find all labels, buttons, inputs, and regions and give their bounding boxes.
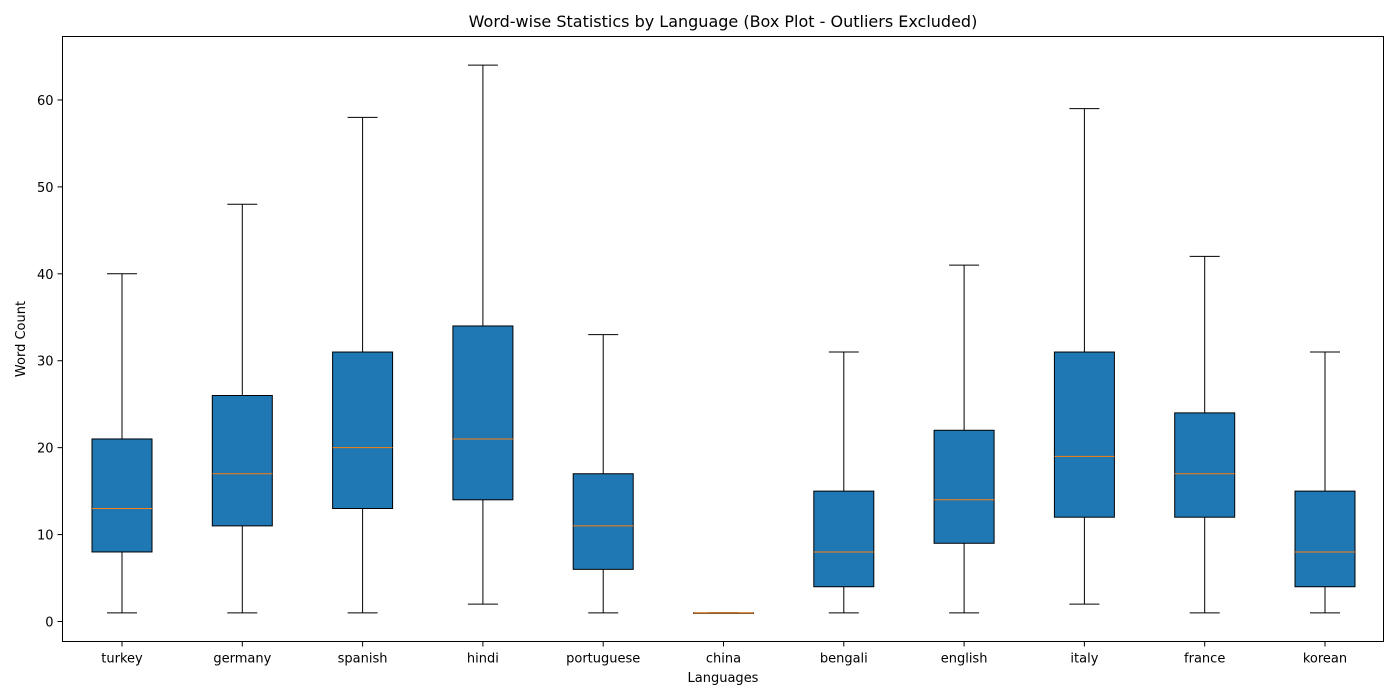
y-tick-label: 20 (37, 442, 54, 457)
box-english (933, 429, 995, 544)
y-tick-label: 10 (37, 529, 54, 544)
y-axis-label: Word Count (14, 301, 29, 377)
x-axis-label: Languages (688, 671, 759, 686)
box-bengali (813, 490, 875, 588)
x-tick-label: korean (1303, 652, 1347, 667)
y-tick-label: 30 (37, 355, 54, 370)
chart-title: Word-wise Statistics by Language (Box Pl… (469, 12, 978, 31)
box-germany (211, 395, 273, 527)
x-tick-label: english (941, 652, 988, 667)
x-tick-label: bengali (820, 652, 868, 667)
box-spanish (332, 351, 394, 510)
box-portuguese (572, 473, 634, 570)
x-tick-label: turkey (101, 652, 143, 667)
x-tick-label: germany (213, 652, 271, 667)
box-france (1174, 412, 1236, 518)
x-tick-label: hindi (467, 652, 499, 667)
x-tick-label: portuguese (566, 652, 640, 667)
x-tick-label: france (1184, 652, 1225, 667)
box-italy (1053, 351, 1115, 518)
box-hindi (452, 325, 514, 501)
y-tick-label: 0 (45, 616, 53, 631)
x-tick-label: china (706, 652, 741, 667)
x-tick-label: italy (1070, 652, 1098, 667)
box-turkey (91, 438, 153, 553)
box-korean (1294, 490, 1356, 588)
plot-area: 0 10 20 30 40 50 60 turkey germany spanish hindi po… (37, 64, 1356, 667)
y-tick-label: 40 (37, 268, 54, 283)
y-tick-label: 60 (37, 94, 54, 109)
x-tick-label: spanish (338, 652, 388, 667)
plot-frame (62, 36, 1384, 642)
y-tick-label: 50 (37, 181, 54, 196)
